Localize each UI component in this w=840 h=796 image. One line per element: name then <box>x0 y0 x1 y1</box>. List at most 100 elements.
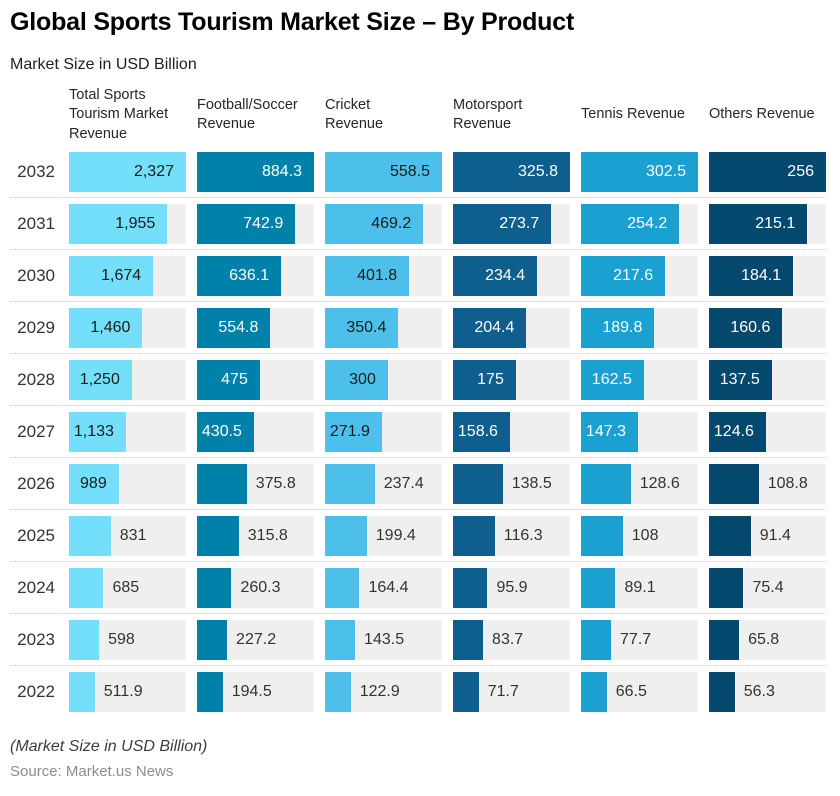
chart-row-2029: 2029 1,460 554.8 350.4 204.4 189.8 160.6 <box>10 302 826 354</box>
bar-value-label: 1,250 <box>79 370 120 388</box>
bar-value-label: 831 <box>119 526 147 544</box>
bar-track: 1,460 <box>69 307 186 348</box>
bar-track: 128.6 <box>581 463 698 504</box>
bar-track: 234.4 <box>453 255 570 296</box>
bar-2030-series-1: 636.1 <box>197 255 282 296</box>
bar-track: 884.3 <box>197 151 314 192</box>
bar-track: 511.9 <box>69 672 186 712</box>
bar-value-label: 989 <box>80 474 107 492</box>
bar-value-label: 1,674 <box>101 266 142 284</box>
bar-track: 71.7 <box>453 672 570 712</box>
bar-2031-series-0: 1,955 <box>69 203 168 244</box>
bar-2022-series-3 <box>453 672 479 712</box>
bar-value-label: 160.6 <box>730 318 771 336</box>
bar-track: 175 <box>453 359 570 400</box>
year-label: 2027 <box>17 421 55 441</box>
bar-value-label: 184.1 <box>741 266 782 284</box>
bar-value-label: 1,133 <box>73 422 114 440</box>
bar-track: 1,955 <box>69 203 186 244</box>
bar-2024-series-2 <box>325 567 360 608</box>
bar-value-label: 108 <box>631 526 659 544</box>
bar-2031-series-3: 273.7 <box>453 203 552 244</box>
bar-2025-series-1 <box>197 515 239 556</box>
bar-track: 227.2 <box>197 619 314 660</box>
bar-value-label: 137.5 <box>719 370 760 388</box>
bar-2027-series-5: 124.6 <box>709 411 766 452</box>
bar-track: 89.1 <box>581 567 698 608</box>
bar-2027-series-4: 147.3 <box>581 411 638 452</box>
bar-2030-series-3: 234.4 <box>453 255 538 296</box>
chart-row-2025: 2025 831 315.8 199.4 116.3 108 91.4 <box>10 510 826 562</box>
page-title: Global Sports Tourism Market Size – By P… <box>10 8 575 36</box>
bar-2032-series-0: 2,327 <box>69 151 186 192</box>
bar-2024-series-1 <box>197 567 232 608</box>
column-header-motorsport: Motorsport Revenue <box>453 96 523 132</box>
bar-2024-series-0 <box>69 567 104 608</box>
chart-row-2032: 2032 2,327 884.3 558.5 325.8 302.5 256 <box>10 146 826 198</box>
bar-value-label: 189.8 <box>602 318 643 336</box>
bar-2028-series-5: 137.5 <box>709 359 772 400</box>
column-header-tennis: Tennis Revenue <box>581 106 685 123</box>
bar-2022-series-0 <box>69 672 95 712</box>
bar-2026-series-0: 989 <box>69 463 119 504</box>
bar-track: 160.6 <box>709 307 826 348</box>
bar-value-label: 194.5 <box>231 683 272 700</box>
bar-value-label: 271.9 <box>329 422 370 440</box>
bar-2031-series-4: 254.2 <box>581 203 680 244</box>
bar-value-label: 256 <box>787 162 814 180</box>
bar-track: 108 <box>581 515 698 556</box>
bar-value-label: 71.7 <box>487 683 519 700</box>
bar-value-label: 237.4 <box>383 474 424 492</box>
bar-track: 256 <box>709 151 826 192</box>
year-label: 2025 <box>17 525 55 545</box>
bar-value-label: 122.9 <box>359 683 400 700</box>
bar-value-label: 1,955 <box>115 214 156 232</box>
bar-track: 158.6 <box>453 411 570 452</box>
bar-track: 215.1 <box>709 203 826 244</box>
bar-track: 558.5 <box>325 151 442 192</box>
bar-track: 1,674 <box>69 255 186 296</box>
bar-2030-series-4: 217.6 <box>581 255 666 296</box>
year-label: 2023 <box>17 629 55 649</box>
bar-2026-series-5 <box>709 463 759 504</box>
bar-value-label: 685 <box>112 578 140 596</box>
bar-value-label: 75.4 <box>752 578 784 596</box>
bar-track: 75.4 <box>709 567 826 608</box>
bar-track: 189.8 <box>581 307 698 348</box>
bar-track: 831 <box>69 515 186 556</box>
bar-2025-series-4 <box>581 515 623 556</box>
bar-value-label: 475 <box>221 370 248 388</box>
bar-2032-series-3: 325.8 <box>453 151 570 192</box>
year-label: 2030 <box>17 265 55 285</box>
footnote: (Market Size in USD Billion) <box>10 738 208 755</box>
bar-2028-series-2: 300 <box>325 359 388 400</box>
bar-track: 742.9 <box>197 203 314 244</box>
column-header-others: Others Revenue <box>709 106 815 123</box>
bar-track: 302.5 <box>581 151 698 192</box>
bar-track: 325.8 <box>453 151 570 192</box>
bar-track: 65.8 <box>709 619 826 660</box>
bar-value-label: 215.1 <box>755 214 796 232</box>
bar-2027-series-0: 1,133 <box>69 411 126 452</box>
bar-2032-series-1: 884.3 <box>197 151 314 192</box>
bar-2026-series-3 <box>453 463 503 504</box>
bar-value-label: 65.8 <box>748 630 780 648</box>
column-header-total: Total Sports Tourism Market Revenue <box>69 87 169 142</box>
bar-value-label: 742.9 <box>243 214 284 232</box>
bar-track: 989 <box>69 463 186 504</box>
bar-track: 300 <box>325 359 442 400</box>
bar-value-label: 598 <box>108 630 135 648</box>
bar-value-label: 375.8 <box>255 474 296 492</box>
year-label: 2024 <box>17 577 55 597</box>
bar-2025-series-5 <box>709 515 751 556</box>
year-label: 2028 <box>17 369 55 389</box>
bar-track: 554.8 <box>197 307 314 348</box>
bar-2027-series-3: 158.6 <box>453 411 510 452</box>
bar-track: 260.3 <box>197 567 314 608</box>
chart-row-2028: 2028 1,250 475 300 175 162.5 137.5 <box>10 354 826 406</box>
bar-value-label: 430.5 <box>201 422 242 440</box>
bar-value-label: 77.7 <box>620 630 652 648</box>
bar-2025-series-2 <box>325 515 367 556</box>
bar-value-label: 302.5 <box>645 162 686 180</box>
